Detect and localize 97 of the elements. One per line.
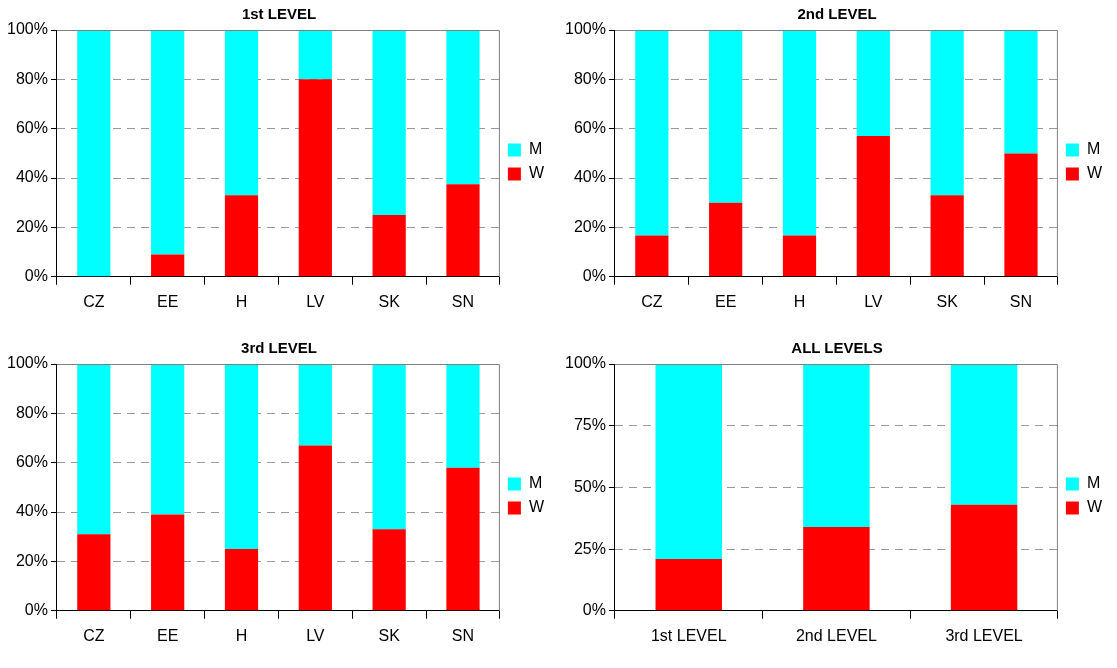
bar — [77, 30, 111, 277]
x-tick-label: SN — [1009, 292, 1033, 310]
x-tick-label: SK — [378, 626, 401, 644]
chart-title: 2nd LEVEL — [797, 5, 877, 23]
x-tick-label: LV — [306, 626, 325, 644]
bar — [224, 364, 259, 550]
bar — [930, 30, 964, 196]
bar — [372, 364, 406, 530]
chart-title: 1st LEVEL — [241, 5, 317, 23]
bar — [803, 526, 870, 611]
bar — [635, 235, 669, 277]
y-tick-label: 40% — [15, 168, 48, 186]
x-tick-label: EE — [156, 292, 179, 310]
bar — [151, 254, 185, 277]
bar — [782, 30, 817, 236]
bar — [298, 30, 332, 80]
x-tick-label: EE — [156, 626, 179, 644]
x-tick-label: CZ — [83, 292, 105, 310]
chart-title: 3rd LEVEL — [241, 339, 317, 357]
bar — [298, 79, 332, 277]
y-tick-label: 80% — [15, 69, 48, 87]
x-tick-label: EE — [714, 292, 737, 310]
bar — [856, 30, 890, 137]
x-tick-label: SK — [936, 292, 959, 310]
x-tick-label: H — [235, 292, 248, 310]
bar — [151, 30, 185, 255]
bar — [782, 235, 817, 277]
bar — [950, 504, 1018, 611]
bar — [1004, 30, 1038, 154]
y-tick-label: 40% — [15, 502, 48, 520]
chart-title: ALL LEVELS — [791, 339, 883, 357]
x-tick-label: 2nd LEVEL — [795, 626, 877, 644]
y-tick-label: 0% — [24, 267, 48, 285]
bar — [151, 364, 185, 515]
x-tick-label: H — [235, 626, 248, 644]
bar — [856, 136, 890, 277]
legend-label: W — [1086, 164, 1103, 182]
bar — [224, 549, 259, 611]
bar — [803, 364, 870, 527]
bar — [446, 184, 480, 277]
y-tick-label: 60% — [573, 119, 606, 137]
y-tick-label: 60% — [15, 453, 48, 471]
y-tick-label: 50% — [573, 477, 606, 495]
x-tick-label: SN — [451, 626, 475, 644]
y-tick-label: 0% — [24, 601, 48, 619]
bar — [446, 30, 480, 185]
y-tick-label: 0% — [582, 267, 606, 285]
y-tick-label: 25% — [573, 539, 606, 557]
y-tick-label: 75% — [573, 416, 606, 434]
y-tick-label: 40% — [573, 168, 606, 186]
legend-label: W — [528, 498, 545, 516]
x-tick-label: CZ — [641, 292, 663, 310]
x-tick-label: 1st LEVEL — [650, 626, 727, 644]
bar — [655, 558, 722, 611]
y-tick-label: 20% — [15, 551, 48, 569]
bar — [372, 30, 406, 216]
y-tick-label: 80% — [15, 403, 48, 421]
y-tick-label: 20% — [573, 217, 606, 235]
y-tick-label: 60% — [15, 119, 48, 137]
bar — [930, 195, 964, 277]
bar — [446, 467, 480, 611]
y-tick-label: 0% — [582, 601, 606, 619]
x-tick-label: SN — [451, 292, 475, 310]
bar — [298, 445, 332, 611]
bar — [224, 30, 259, 196]
legend-label: M — [1086, 474, 1101, 492]
legend-label: M — [1086, 140, 1101, 158]
legend-label: M — [528, 140, 543, 158]
legend-label: W — [528, 164, 545, 182]
legend-label: W — [1086, 498, 1103, 516]
bar — [655, 364, 722, 559]
bar — [372, 215, 406, 277]
y-tick-label: 100% — [565, 354, 606, 372]
x-tick-label: LV — [306, 292, 325, 310]
bar — [151, 514, 185, 611]
bar — [709, 30, 743, 203]
bar — [77, 364, 111, 535]
bar — [224, 195, 259, 277]
bar — [709, 202, 743, 277]
legend-label: M — [528, 474, 543, 492]
bar — [446, 364, 480, 468]
bar — [372, 529, 406, 611]
x-tick-label: CZ — [83, 626, 105, 644]
bar — [77, 534, 111, 611]
bar — [1004, 153, 1038, 277]
x-tick-label: SK — [378, 292, 401, 310]
y-tick-label: 80% — [573, 69, 606, 87]
x-tick-label: 3rd LEVEL — [945, 626, 1023, 644]
y-tick-label: 100% — [7, 20, 48, 38]
bar — [298, 364, 332, 446]
x-tick-label: H — [793, 292, 806, 310]
y-tick-label: 100% — [565, 20, 606, 38]
y-tick-label: 20% — [15, 217, 48, 235]
x-tick-label: LV — [864, 292, 883, 310]
bar — [635, 30, 669, 236]
bar — [950, 364, 1018, 505]
y-tick-label: 100% — [7, 354, 48, 372]
